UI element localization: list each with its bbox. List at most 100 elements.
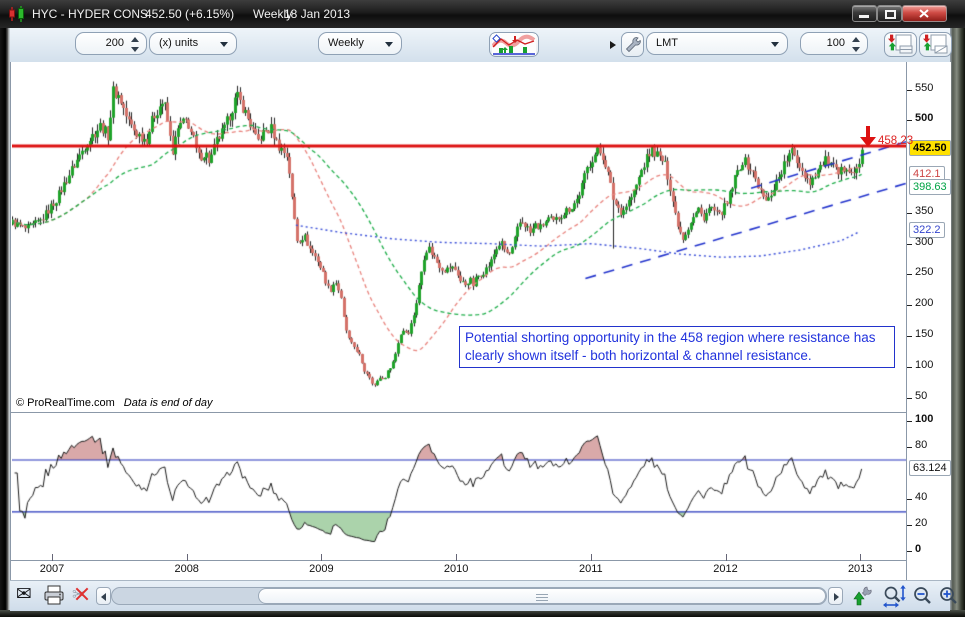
time-scrollbar-track[interactable] [111,587,827,605]
resistance-arrow-icon[interactable] [866,126,870,137]
rsi-axis-tick-icon [907,421,912,422]
window-frame-bottom [0,610,965,617]
y-axis-tick-icon [907,274,912,275]
x-axis-year-tick-icon [186,554,188,561]
title-date: 18 Jan 2013 [284,7,351,21]
x-axis-year-label: 2010 [443,563,469,575]
x-axis-year-tick-icon [860,554,862,561]
units-mode-dropdown[interactable]: (x) units [149,32,237,55]
timeframe-dropdown[interactable]: Weekly [318,32,402,55]
units-count-value: 200 [105,37,124,49]
y-axis-tick-icon [907,398,912,399]
rsi-axis-tick-label: 40 [915,491,928,503]
zoom-out-icon[interactable] [912,585,935,607]
expand-panel-arrow-icon[interactable] [610,41,616,49]
x-axis-year-tick-icon [52,554,53,561]
scroll-left-button[interactable] [96,587,111,605]
ma-green-value-box: 398.63 [909,179,951,195]
y-axis-tick-icon [907,120,912,121]
scroll-right-button[interactable] [828,587,843,605]
zoom-in-icon[interactable] [938,585,961,607]
rsi-axis-tick-icon [907,499,912,500]
x-axis-year-label: 2013 [847,563,873,575]
chevron-down-icon [385,42,393,47]
arrow-right-icon [834,593,839,601]
chevron-down-icon [771,42,779,47]
data-note: Data is end of day [123,397,213,409]
y-axis-tick-label: 250 [915,266,934,278]
units-mode-value: (x) units [159,37,199,49]
app-candlestick-icon [9,6,24,22]
rsi-axis-tick-label: 20 [915,517,928,529]
rsi-axis-tick-icon [907,551,912,552]
y-axis-tick-label: 550 [915,82,934,94]
display-settings-button[interactable] [489,32,539,57]
y-axis-tick-icon [907,305,912,306]
y-axis-tick-label: 100 [915,359,934,371]
chart-tools-icon[interactable] [852,585,875,607]
resistance-level-label: 458.23 [878,135,914,147]
close-icon [919,9,929,18]
order-type-value: LMT [656,37,678,49]
chart-panel: © ProRealTime.com Data is end of day Pote… [10,62,951,580]
chevron-down-icon [220,42,228,47]
scrollbar-grip-icon [536,594,548,603]
email-icon[interactable]: ✉ [16,584,32,605]
wrench-icon [625,37,641,53]
resistance-arrow-head-icon [860,137,876,147]
rsi-indicator-chart[interactable] [12,414,906,560]
close-button[interactable] [902,5,947,22]
x-axis-year-label: 2011 [578,563,603,575]
rsi-value-box: 63.124 [909,460,951,476]
spinner-arrows-icon[interactable] [852,37,861,52]
y-axis-tick-icon [907,90,912,91]
x-axis-year-label: 2007 [39,563,65,575]
ma-red-value-box: 412.1 [909,166,945,182]
time-scrollbar-thumb[interactable] [258,588,826,604]
window-frame-right [950,28,965,617]
buy-sell-order-button[interactable] [884,32,917,57]
printer-icon[interactable] [43,584,65,606]
x-axis-year-tick-icon [725,554,727,561]
y-axis-tick-label: 50 [915,390,928,402]
rsi-bottom-border [11,560,906,561]
rsi-axis-tick-icon [907,525,912,526]
price-axis[interactable]: 452.50 412.1 398.63 322.2 63.124 550 500 3… [906,62,951,580]
y-axis-tick-label: 300 [915,236,934,248]
chart-trade-button[interactable] [919,32,952,57]
y-axis-tick-icon [907,367,912,368]
order-quantity-spinner[interactable]: 100 [800,32,868,55]
order-quantity-value: 100 [826,37,845,49]
window-frame-left [0,28,10,617]
x-axis-year-label: 2009 [309,563,334,575]
rsi-axis-tick-icon [907,447,912,448]
top-toolbar: 200 (x) units Weekly [10,28,952,63]
rsi-axis-tick-label: 80 [915,439,928,451]
y-axis-tick-label: 150 [915,328,934,340]
order-ticket-icon [888,34,913,54]
units-count-spinner[interactable]: 200 [75,32,147,55]
y-axis-tick-icon [907,244,912,245]
maximize-icon [885,10,896,19]
x-axis-year-label: 2012 [713,563,738,575]
arrow-left-icon [101,593,106,601]
y-axis-tick-label: 350 [915,205,934,217]
order-type-dropdown[interactable]: LMT [646,32,788,55]
order-settings-button[interactable] [621,32,644,57]
y-axis-tick-icon [907,213,912,214]
maximize-button[interactable] [877,5,902,22]
timeframe-value: Weekly [328,37,364,49]
annotation-text-box[interactable]: Potential shorting opportunity in the 45… [459,326,895,368]
minimize-button[interactable] [852,5,877,22]
x-axis-year-tick-icon [321,554,323,561]
bottom-toolbar: ✉ ✂ [10,580,957,611]
y-axis-tick-icon [907,336,912,337]
x-axis-year-tick-icon [456,554,458,561]
title-timeframe: Weekly [253,7,293,21]
y-axis-tick-label: 200 [915,297,934,309]
zoom-fit-icon[interactable] [882,584,909,608]
mini-chart-icon [491,34,536,55]
spinner-arrows-icon[interactable] [131,37,140,52]
cut-disabled-icon[interactable]: ✂ [72,584,94,606]
